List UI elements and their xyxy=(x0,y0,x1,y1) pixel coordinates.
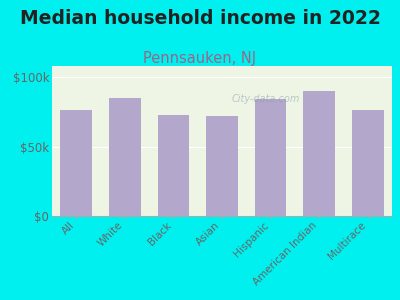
Text: Pennsauken, NJ: Pennsauken, NJ xyxy=(144,51,256,66)
Text: Median household income in 2022: Median household income in 2022 xyxy=(20,9,380,28)
Bar xyxy=(60,110,92,216)
Bar xyxy=(352,110,384,216)
Bar xyxy=(109,98,141,216)
Bar xyxy=(206,116,238,216)
Bar xyxy=(303,91,335,216)
Text: City-data.com: City-data.com xyxy=(232,94,300,104)
Bar xyxy=(255,99,286,216)
Bar xyxy=(158,115,189,216)
